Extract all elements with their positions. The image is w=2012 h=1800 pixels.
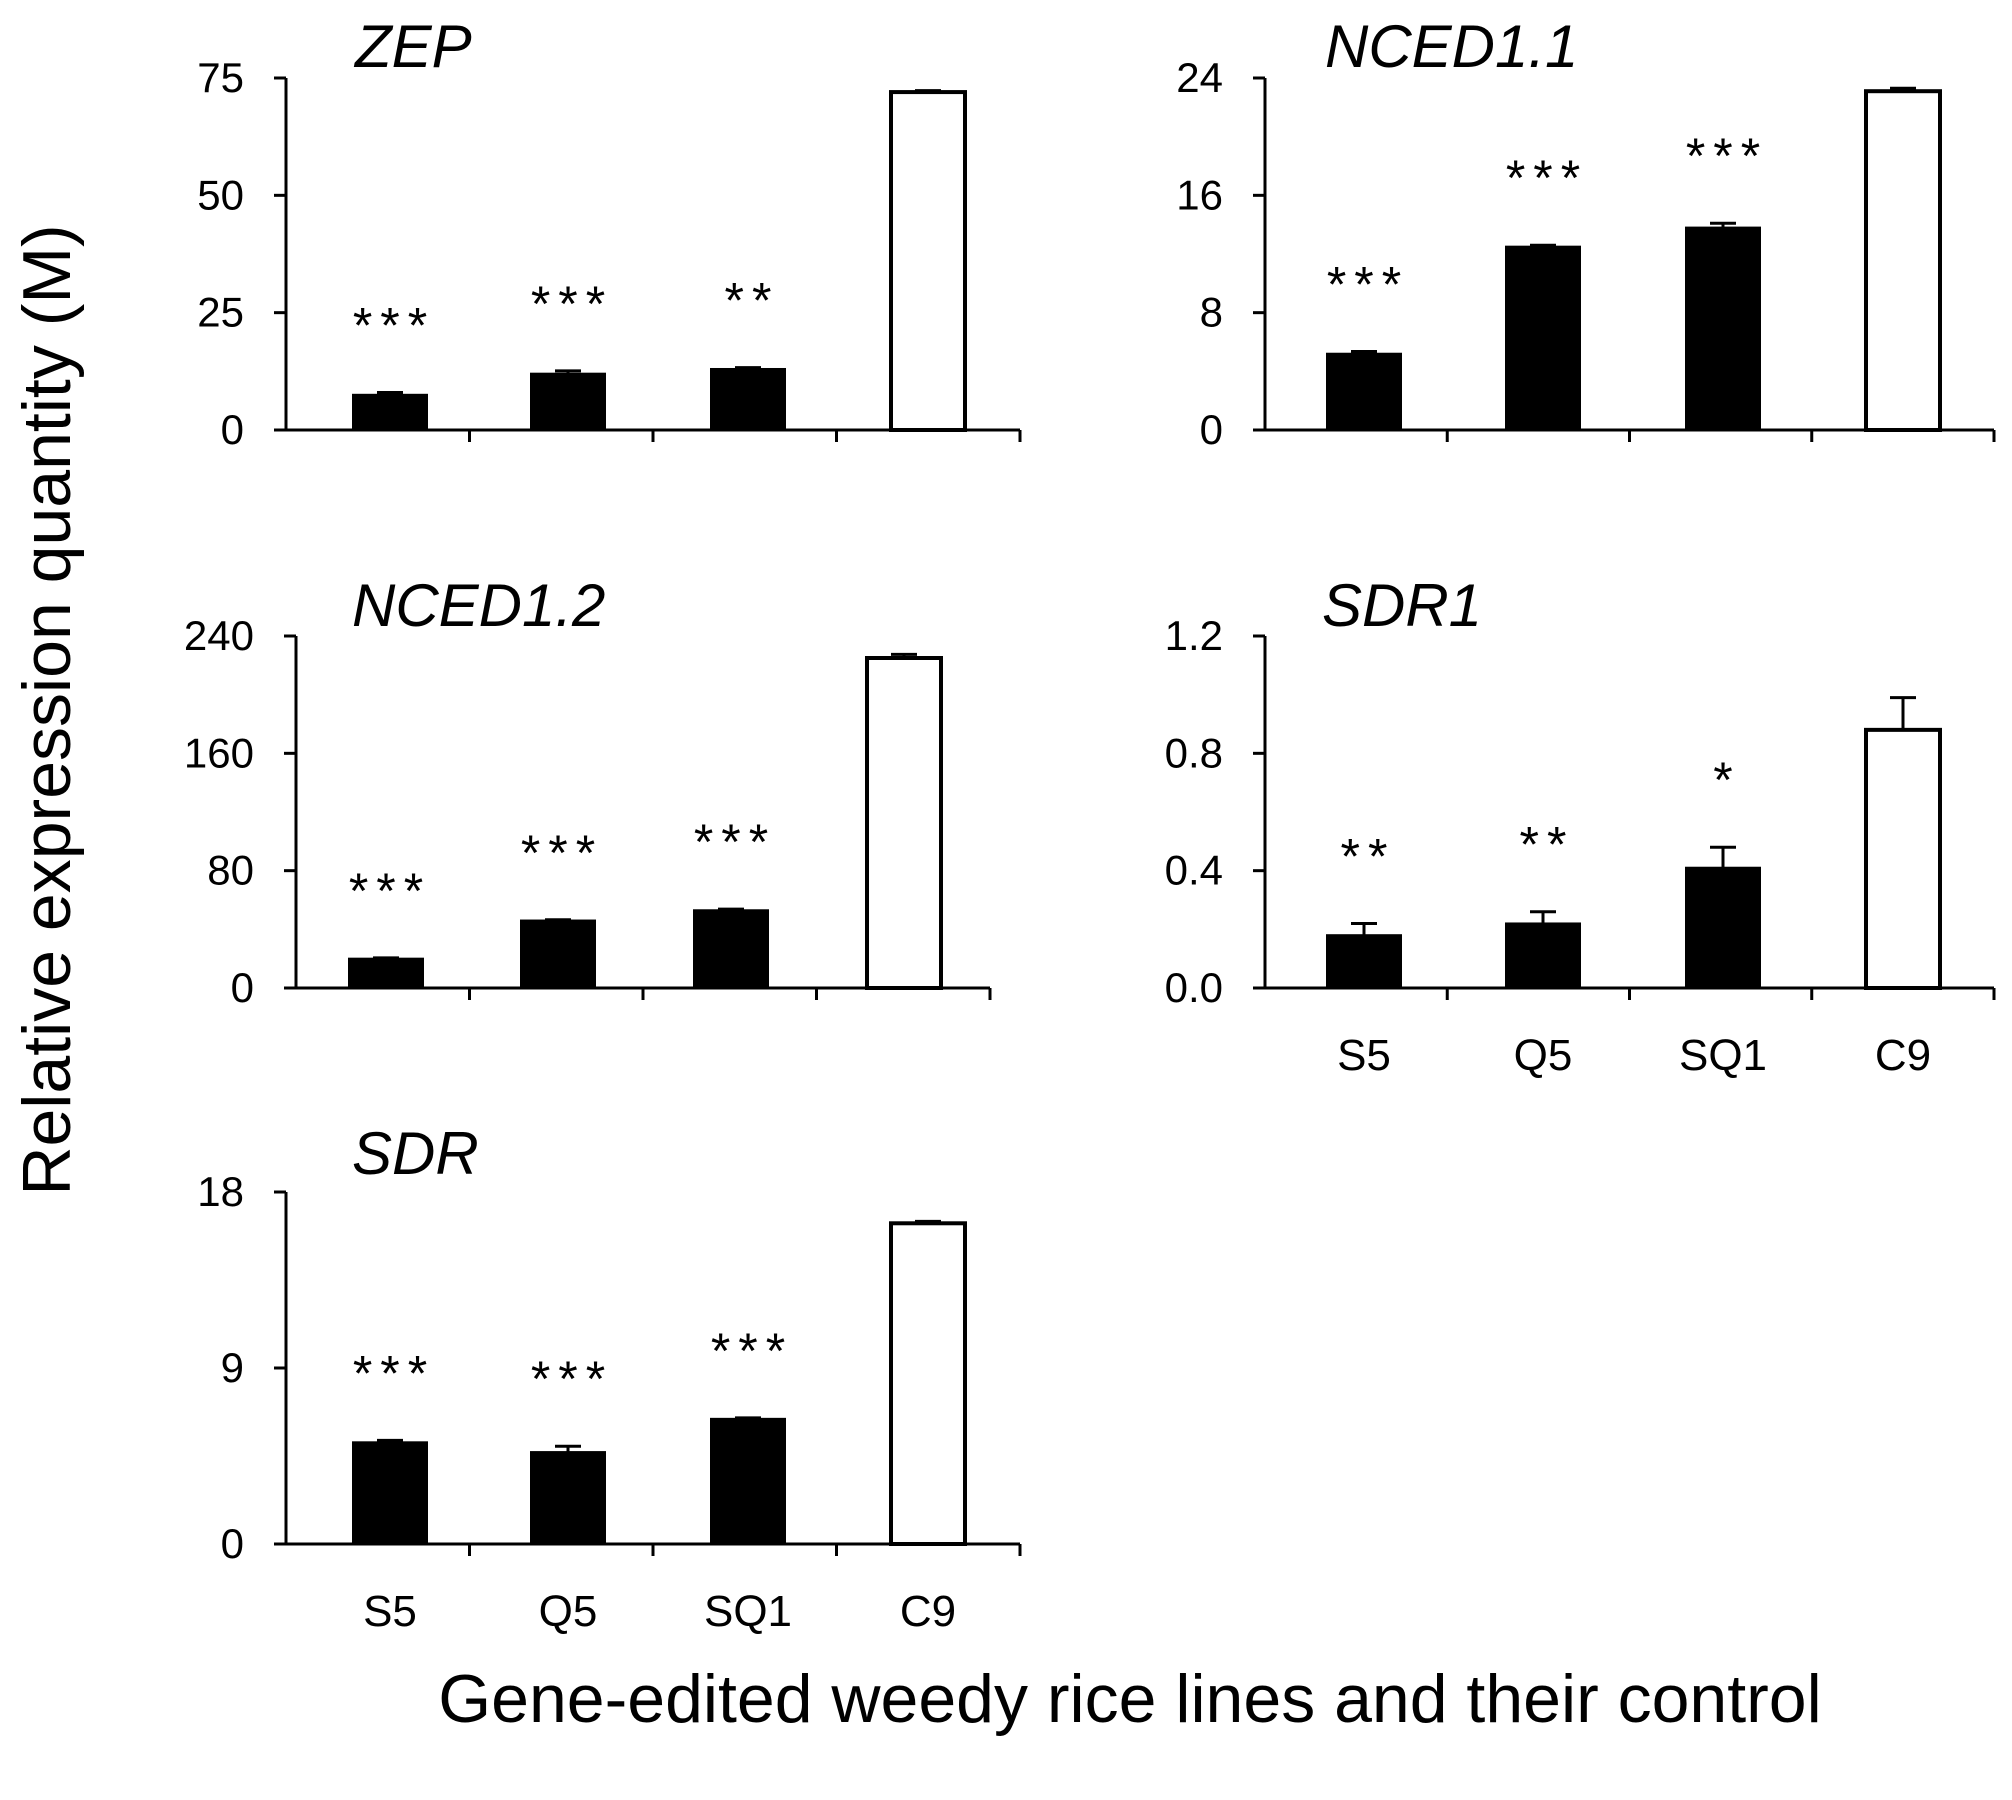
y-tick-label: 0 xyxy=(1200,406,1223,453)
y-tick-label: 9 xyxy=(221,1344,244,1391)
significance-marker: *** xyxy=(694,814,776,870)
bar-Q5 xyxy=(520,919,596,989)
significance-marker: *** xyxy=(349,863,431,919)
significance-marker: *** xyxy=(1506,150,1588,206)
bar-SQ1 xyxy=(1685,866,1761,990)
significance-marker: *** xyxy=(521,825,603,881)
category-label: C9 xyxy=(1875,1031,1931,1080)
bar-S5 xyxy=(1326,934,1402,990)
bar-C9 xyxy=(865,656,943,990)
bar-S5 xyxy=(352,393,428,431)
significance-marker: *** xyxy=(531,276,613,332)
bar-S5 xyxy=(348,957,424,990)
y-tick-label: 80 xyxy=(207,847,254,894)
panel-title: SDR1 xyxy=(1322,572,1482,639)
category-label: SQ1 xyxy=(704,1587,792,1636)
y-tick-label: 0 xyxy=(221,1520,244,1567)
significance-marker: ** xyxy=(725,273,780,329)
y-tick-label: 0.4 xyxy=(1165,847,1223,894)
y-axis-label: Relative expression quantity (M) xyxy=(9,224,85,1195)
significance-marker: *** xyxy=(353,1345,435,1401)
y-tick-label: 0 xyxy=(231,964,254,1011)
y-tick-label: 18 xyxy=(197,1168,244,1215)
bar-C9 xyxy=(1864,89,1942,432)
category-label: SQ1 xyxy=(1679,1031,1767,1080)
bar-S5 xyxy=(1326,352,1402,432)
bar-Q5 xyxy=(530,372,606,431)
significance-marker: ** xyxy=(1520,817,1575,873)
significance-marker: *** xyxy=(711,1323,793,1379)
category-label: Q5 xyxy=(1514,1031,1573,1080)
bar-S5 xyxy=(352,1441,428,1546)
bar-C9 xyxy=(889,1221,967,1547)
y-tick-label: 16 xyxy=(1176,171,1223,218)
y-tick-label: 0.0 xyxy=(1165,964,1223,1011)
y-tick-label: 240 xyxy=(184,612,254,659)
bar-Q5 xyxy=(1505,922,1581,990)
significance-marker: *** xyxy=(1686,128,1768,184)
bar-Q5 xyxy=(530,1451,606,1545)
panel-title: SDR xyxy=(352,1120,479,1187)
y-tick-label: 25 xyxy=(197,289,244,336)
significance-marker: ** xyxy=(1341,828,1396,884)
panel-title: NCED1.2 xyxy=(352,572,605,639)
significance-marker: *** xyxy=(531,1351,613,1407)
significance-marker: *** xyxy=(1327,257,1409,313)
y-tick-label: 8 xyxy=(1200,289,1223,336)
bar-SQ1 xyxy=(710,367,786,431)
y-tick-label: 0 xyxy=(221,406,244,453)
category-label: S5 xyxy=(1337,1031,1391,1080)
bar-Q5 xyxy=(1505,245,1581,431)
category-label: S5 xyxy=(363,1587,417,1636)
y-tick-label: 50 xyxy=(197,171,244,218)
y-tick-label: 75 xyxy=(197,54,244,101)
bar-C9 xyxy=(889,90,967,433)
bar-C9 xyxy=(1864,727,1942,990)
significance-marker: * xyxy=(1713,752,1740,808)
significance-marker: *** xyxy=(353,297,435,353)
bar-SQ1 xyxy=(1685,226,1761,431)
category-label: C9 xyxy=(900,1587,956,1636)
category-label: Q5 xyxy=(539,1587,598,1636)
y-tick-label: 24 xyxy=(1176,54,1223,101)
x-axis-label: Gene-edited weedy rice lines and their c… xyxy=(438,1661,1821,1737)
panel-title: NCED1.1 xyxy=(1325,13,1578,80)
y-tick-label: 0.8 xyxy=(1165,729,1223,776)
bar-SQ1 xyxy=(710,1417,786,1546)
bar-SQ1 xyxy=(693,909,769,989)
y-tick-label: 160 xyxy=(184,729,254,776)
panel-title: ZEP xyxy=(353,13,472,80)
y-tick-label: 1.2 xyxy=(1165,612,1223,659)
